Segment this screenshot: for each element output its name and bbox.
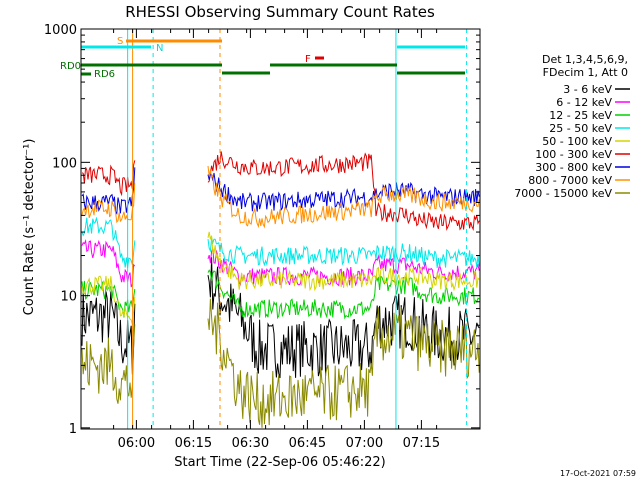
y-tick-label: 100 — [52, 156, 77, 171]
flag-label-rd0: RD0 — [60, 61, 81, 72]
legend-entry-label: 100 - 300 keV — [535, 148, 612, 161]
x-tick-label: 06:00 — [118, 436, 155, 451]
series-line-100-300-kev — [81, 151, 480, 232]
x-axis-label: Start Time (22-Sep-06 05:46:22) — [174, 455, 385, 470]
legend-entry-label: 25 - 50 keV — [549, 122, 612, 135]
legend-entry-label: 7000 - 15000 keV — [514, 187, 612, 200]
x-tick-label: 06:45 — [289, 436, 326, 451]
legend-entry-label: 12 - 25 keV — [549, 109, 612, 122]
footer-timestamp: 17-Oct-2021 07:59 — [560, 469, 636, 478]
legend-entry-label: 3 - 6 keV — [563, 83, 612, 96]
series-group — [81, 151, 480, 428]
flag-label-n: N — [156, 43, 163, 54]
y-axis-label: Count Rate (s⁻¹ detector⁻¹) — [22, 139, 37, 316]
y-tick-label: 10 — [60, 290, 77, 305]
series-line-50-100-kev — [81, 231, 480, 326]
x-tick-label: 07:15 — [403, 436, 440, 451]
plot-frame — [80, 28, 481, 430]
flag-label-f: F — [305, 54, 311, 65]
legend-entry-label: 800 - 7000 keV — [528, 174, 612, 187]
legend-header-line: FDecim 1, Att 0 — [543, 66, 628, 79]
legend-entry-label: 300 - 800 keV — [535, 161, 612, 174]
y-tick-label: 1000 — [44, 23, 77, 38]
flag-label-rd6: RD6 — [94, 69, 115, 80]
chart-title: RHESSI Observing Summary Count Rates — [125, 3, 435, 21]
series-line-12-25-kev — [81, 269, 480, 320]
legend-header-line: Det 1,3,4,5,6,9, — [542, 53, 628, 66]
x-tick-label: 06:30 — [232, 436, 269, 451]
series-line-7000-15000-kev — [81, 298, 480, 428]
y-tick-label: 1 — [69, 422, 77, 437]
series-line-6-12-kev — [81, 239, 480, 288]
legend-entry-label: 50 - 100 keV — [542, 135, 612, 148]
series-line-800-7000-kev — [81, 165, 480, 229]
series-line-25-50-kev — [81, 216, 480, 268]
plot-area: S N F RD0 RD6 06:00 06:15 06:30 06:45 07:00 07:15 1… — [44, 23, 481, 451]
x-tick-label: 06:15 — [175, 436, 212, 451]
x-tick-label: 07:00 — [346, 436, 383, 451]
legend-entry-label: 6 - 12 keV — [556, 96, 612, 109]
legend: Det 1,3,4,5,6,9,FDecim 1, Att 0 3 - 6 keV… — [514, 53, 630, 200]
flag-label-s: S — [117, 36, 123, 47]
